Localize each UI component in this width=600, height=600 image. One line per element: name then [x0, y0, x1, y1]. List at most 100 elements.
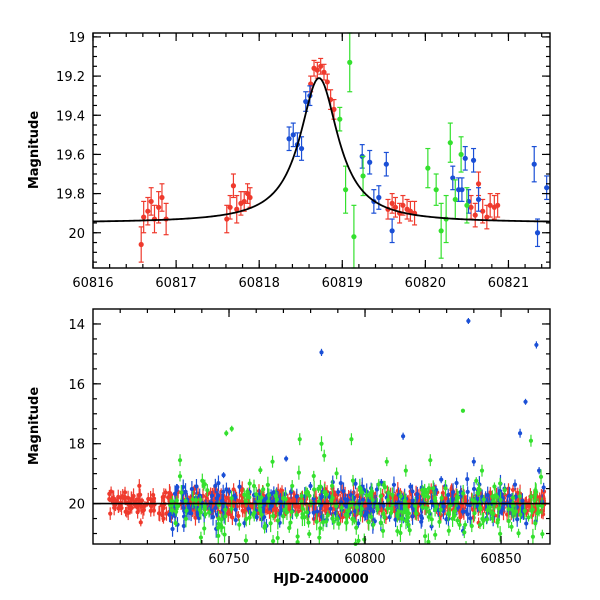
- bottom-point: [516, 528, 521, 538]
- bottom-marker: [348, 492, 353, 498]
- bottom-point: [471, 482, 477, 496]
- bottom-marker: [461, 491, 466, 496]
- bottom-point: [322, 449, 327, 462]
- top-point: [247, 187, 253, 208]
- bottom-marker: [287, 504, 292, 509]
- bottom-point: [351, 516, 357, 525]
- bottom-point: [389, 502, 394, 515]
- bottom-point: [209, 490, 215, 501]
- bottom-point: [420, 503, 425, 511]
- bottom-marker: [349, 437, 354, 442]
- bottom-marker: [281, 496, 286, 501]
- bottom-point: [465, 472, 470, 486]
- bottom-marker: [526, 515, 531, 520]
- bottom-marker: [135, 510, 140, 515]
- bottom-point: [378, 518, 384, 527]
- bottom-marker: [247, 481, 252, 486]
- bottom-point: [446, 505, 451, 522]
- top-marker: [145, 208, 151, 214]
- bottom-marker: [221, 489, 226, 494]
- bottom-point: [319, 348, 324, 356]
- bottom-point: [311, 470, 316, 482]
- bottom-point: [485, 515, 490, 524]
- bottom-marker: [354, 525, 359, 530]
- bottom-marker: [314, 519, 319, 524]
- bottom-marker: [410, 514, 415, 519]
- top-marker: [389, 200, 395, 206]
- x-tick-label: 60816: [72, 276, 113, 291]
- bottom-marker: [307, 493, 312, 498]
- bottom-point: [429, 493, 434, 510]
- bottom-marker: [404, 508, 410, 513]
- bottom-marker: [319, 350, 324, 355]
- bottom-marker: [297, 437, 302, 442]
- top-point: [376, 185, 382, 210]
- bottom-point: [189, 481, 194, 498]
- bottom-marker: [469, 523, 474, 529]
- bottom-marker: [375, 507, 380, 512]
- bottom-marker: [446, 499, 451, 504]
- bottom-marker: [296, 470, 301, 475]
- bottom-point: [275, 511, 280, 530]
- bottom-point: [128, 505, 134, 512]
- bottom-point: [408, 482, 413, 491]
- bottom-marker: [515, 517, 520, 522]
- bottom-point: [426, 533, 431, 544]
- bottom-marker: [184, 508, 189, 513]
- bottom-point: [334, 467, 339, 480]
- bottom-marker: [229, 506, 234, 511]
- bottom-point: [530, 528, 536, 544]
- bottom-point: [479, 464, 485, 477]
- bottom-point: [353, 478, 358, 490]
- top-marker: [303, 98, 309, 105]
- bottom-marker: [123, 509, 128, 514]
- bottom-marker: [294, 512, 299, 518]
- bottom-marker: [328, 506, 333, 511]
- bottom-point: [221, 472, 226, 479]
- top-point: [337, 106, 343, 132]
- bottom-marker: [271, 499, 276, 504]
- bottom-marker: [426, 509, 432, 514]
- bottom-point: [428, 487, 433, 498]
- bottom-point: [424, 488, 429, 498]
- bottom-point: [348, 489, 353, 501]
- bottom-marker: [213, 505, 218, 511]
- bottom-marker: [528, 438, 534, 443]
- top-marker: [138, 241, 144, 248]
- bottom-marker: [517, 431, 523, 436]
- top-marker: [438, 228, 444, 234]
- top-point: [534, 218, 541, 248]
- bottom-marker: [479, 468, 485, 473]
- bottom-point: [268, 514, 273, 533]
- bottom-point: [381, 500, 386, 511]
- bottom-marker: [465, 489, 470, 494]
- bottom-marker: [539, 503, 545, 509]
- bottom-marker: [476, 486, 481, 491]
- bottom-marker: [380, 528, 386, 533]
- bottom-point: [357, 478, 362, 497]
- top-point: [367, 149, 373, 175]
- bottom-marker: [395, 513, 400, 519]
- bottom-point: [320, 513, 326, 532]
- top-panel: 60816 60817 60818 60819 60820 60821 19 19.2 19.4…: [27, 31, 551, 291]
- bottom-marker: [311, 473, 316, 479]
- bottom-point: [163, 488, 168, 497]
- bottom-point: [325, 510, 330, 520]
- bottom-marker: [273, 494, 279, 499]
- bottom-marker: [506, 518, 511, 524]
- bottom-point: [223, 507, 228, 525]
- bottom-point: [534, 483, 539, 501]
- bottom-point: [362, 510, 367, 522]
- bottom-point: [450, 510, 455, 527]
- bottom-point: [236, 511, 241, 521]
- bottom-marker: [316, 499, 322, 504]
- bottom-point: [123, 506, 128, 517]
- bottom-marker: [170, 526, 175, 532]
- bottom-point: [227, 487, 232, 496]
- bottom-marker: [343, 512, 349, 518]
- bottom-point: [275, 530, 280, 544]
- top-marker: [308, 81, 314, 87]
- bottom-point: [271, 511, 276, 521]
- bottom-point: [233, 514, 238, 526]
- bottom-point: [324, 490, 329, 499]
